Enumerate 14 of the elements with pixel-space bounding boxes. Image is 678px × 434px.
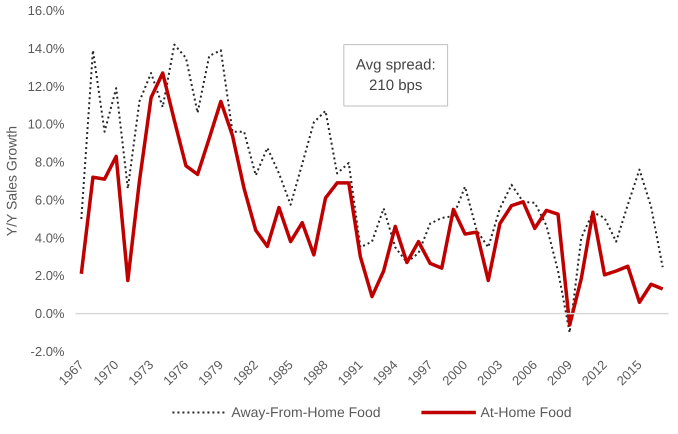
y-tick-label: 10.0% [28,116,65,132]
y-axis-title: Y/Y Sales Growth [4,126,20,236]
y-tick-label: 0.0% [34,306,65,322]
legend-label: At-Home Food [480,404,572,420]
y-tick-label: 16.0% [28,3,65,18]
y-tick-label: 4.0% [34,230,65,246]
y-tick-label: 12.0% [28,78,65,94]
y-tick-label: 2.0% [34,268,65,284]
legend-label: Away-From-Home Food [231,404,381,420]
y-tick-label: 8.0% [34,154,65,170]
y-tick-label: 14.0% [28,40,65,56]
annotation: Avg spread: 210 bps [356,56,436,94]
y-tick-label: -2.0% [30,344,65,359]
y-tick-label: 6.0% [34,192,65,208]
